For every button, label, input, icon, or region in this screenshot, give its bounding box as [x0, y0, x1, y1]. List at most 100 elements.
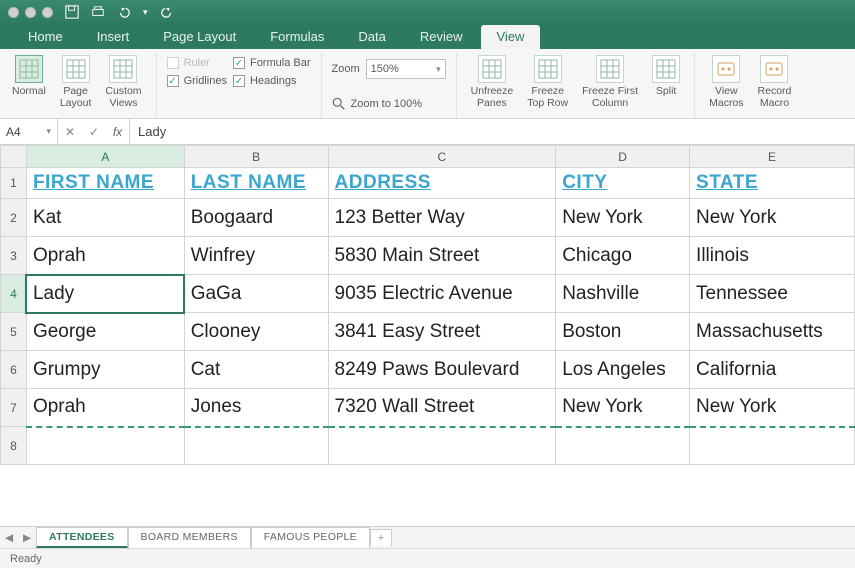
cell-D7[interactable]: New York: [556, 389, 690, 427]
cell-B7[interactable]: Jones: [184, 389, 328, 427]
tab-home[interactable]: Home: [12, 25, 79, 49]
traffic-close[interactable]: [8, 7, 19, 18]
select-all-corner[interactable]: [1, 146, 27, 168]
cell-E2[interactable]: New York: [690, 199, 855, 237]
row-header-7[interactable]: 7: [1, 389, 27, 427]
row-header-4[interactable]: 4: [1, 275, 27, 313]
check-gridlines[interactable]: ✓Gridlines: [167, 75, 227, 87]
cell-D2[interactable]: New York: [556, 199, 690, 237]
cell-A5[interactable]: George: [26, 313, 184, 351]
cell-B6[interactable]: Cat: [184, 351, 328, 389]
record-button[interactable]: Record Macro: [754, 53, 796, 109]
header-cell[interactable]: STATE: [690, 168, 855, 199]
split-button[interactable]: Split: [648, 53, 684, 98]
tab-insert[interactable]: Insert: [81, 25, 146, 49]
tab-review[interactable]: Review: [404, 25, 479, 49]
ribbon-group-show: Ruler ✓Gridlines ✓Formula Bar ✓Headings: [167, 53, 322, 118]
header-cell[interactable]: ADDRESS: [328, 168, 556, 199]
qat-print-icon[interactable]: [91, 5, 105, 19]
tab-view[interactable]: View: [481, 25, 541, 49]
col-header-D[interactable]: D: [556, 146, 690, 168]
col-header-C[interactable]: C: [328, 146, 556, 168]
sheet-tab-attendees[interactable]: ATTENDEES: [36, 527, 128, 548]
add-sheet-button[interactable]: +: [370, 529, 392, 546]
formula-value: Lady: [138, 124, 166, 139]
cell-A8[interactable]: [26, 427, 184, 465]
col-header-A[interactable]: A: [26, 146, 184, 168]
cell-B4[interactable]: GaGa: [184, 275, 328, 313]
col-header-B[interactable]: B: [184, 146, 328, 168]
sheet-nav-next[interactable]: ▶: [18, 532, 36, 544]
check-ruler[interactable]: Ruler: [167, 57, 227, 69]
col-header-E[interactable]: E: [690, 146, 855, 168]
header-cell[interactable]: FIRST NAME: [26, 168, 184, 199]
custom-button[interactable]: Custom Views: [101, 53, 145, 109]
freeze-button[interactable]: Freeze Top Row: [523, 53, 572, 109]
cell-C3[interactable]: 5830 Main Street: [328, 237, 556, 275]
cell-D5[interactable]: Boston: [556, 313, 690, 351]
cell-B2[interactable]: Boogaard: [184, 199, 328, 237]
cell-C5[interactable]: 3841 Easy Street: [328, 313, 556, 351]
qat-save-icon[interactable]: [65, 5, 79, 19]
zoom-select[interactable]: 150%▾: [366, 59, 446, 79]
tab-data[interactable]: Data: [342, 25, 401, 49]
tab-formulas[interactable]: Formulas: [254, 25, 340, 49]
zoom-to-100-button[interactable]: Zoom to 100%: [332, 97, 446, 111]
cell-D4[interactable]: Nashville: [556, 275, 690, 313]
cell-E4[interactable]: Tennessee: [690, 275, 855, 313]
traffic-max[interactable]: [42, 7, 53, 18]
freeze-first-button[interactable]: Freeze First Column: [578, 53, 642, 109]
cell-B8[interactable]: [184, 427, 328, 465]
normal-button[interactable]: Normal: [8, 53, 50, 98]
row-header-2[interactable]: 2: [1, 199, 27, 237]
header-cell[interactable]: CITY: [556, 168, 690, 199]
name-box[interactable]: A4▾: [0, 119, 58, 144]
qat-undo-dropdown-icon[interactable]: ▾: [143, 7, 148, 18]
unfreeze-button[interactable]: Unfreeze Panes: [467, 53, 518, 109]
page-button[interactable]: Page Layout: [56, 53, 96, 109]
cell-E5[interactable]: Massachusetts: [690, 313, 855, 351]
cell-C2[interactable]: 123 Better Way: [328, 199, 556, 237]
cell-B5[interactable]: Clooney: [184, 313, 328, 351]
cell-A4[interactable]: Lady: [26, 275, 184, 313]
row-header-8[interactable]: 8: [1, 427, 27, 465]
cell-A6[interactable]: Grumpy: [26, 351, 184, 389]
cell-E3[interactable]: Illinois: [690, 237, 855, 275]
cancel-formula-icon[interactable]: ✕: [58, 119, 82, 144]
cell-A3[interactable]: Oprah: [26, 237, 184, 275]
row-header-6[interactable]: 6: [1, 351, 27, 389]
cell-E7[interactable]: New York: [690, 389, 855, 427]
cell-D8[interactable]: [556, 427, 690, 465]
cell-A2[interactable]: Kat: [26, 199, 184, 237]
cell-D6[interactable]: Los Angeles: [556, 351, 690, 389]
formula-input[interactable]: Lady: [130, 119, 855, 144]
cell-C4[interactable]: 9035 Electric Avenue: [328, 275, 556, 313]
traffic-min[interactable]: [25, 7, 36, 18]
cell-E6[interactable]: California: [690, 351, 855, 389]
check-formula-bar[interactable]: ✓Formula Bar: [233, 57, 311, 69]
sheet-tab-famous-people[interactable]: FAMOUS PEOPLE: [251, 527, 370, 548]
cell-D3[interactable]: Chicago: [556, 237, 690, 275]
header-cell[interactable]: LAST NAME: [184, 168, 328, 199]
sheet-nav-prev[interactable]: ◀: [0, 532, 18, 544]
split-label: Split: [656, 86, 676, 98]
accept-formula-icon[interactable]: ✓: [82, 119, 106, 144]
qat-undo-icon[interactable]: [117, 5, 131, 19]
cell-C6[interactable]: 8249 Paws Boulevard: [328, 351, 556, 389]
row-header-1[interactable]: 1: [1, 168, 27, 199]
cell-E8[interactable]: [690, 427, 855, 465]
worksheet-grid[interactable]: ABCDE 1FIRST NAMELAST NAMEADDRESSCITYSTAT…: [0, 145, 855, 526]
row-header-3[interactable]: 3: [1, 237, 27, 275]
check-headings[interactable]: ✓Headings: [233, 75, 311, 87]
qat-redo-icon[interactable]: [160, 5, 174, 19]
tab-page-layout[interactable]: Page Layout: [147, 25, 252, 49]
cell-C8[interactable]: [328, 427, 556, 465]
cell-C7[interactable]: 7320 Wall Street: [328, 389, 556, 427]
fx-button[interactable]: fx: [106, 119, 130, 144]
ribbon-group-zoom: Zoom 150%▾ Zoom to 100%: [332, 53, 457, 118]
cell-B3[interactable]: Winfrey: [184, 237, 328, 275]
cell-A7[interactable]: Oprah: [26, 389, 184, 427]
view-button[interactable]: View Macros: [705, 53, 747, 109]
sheet-tab-board-members[interactable]: BOARD MEMBERS: [128, 527, 251, 548]
row-header-5[interactable]: 5: [1, 313, 27, 351]
